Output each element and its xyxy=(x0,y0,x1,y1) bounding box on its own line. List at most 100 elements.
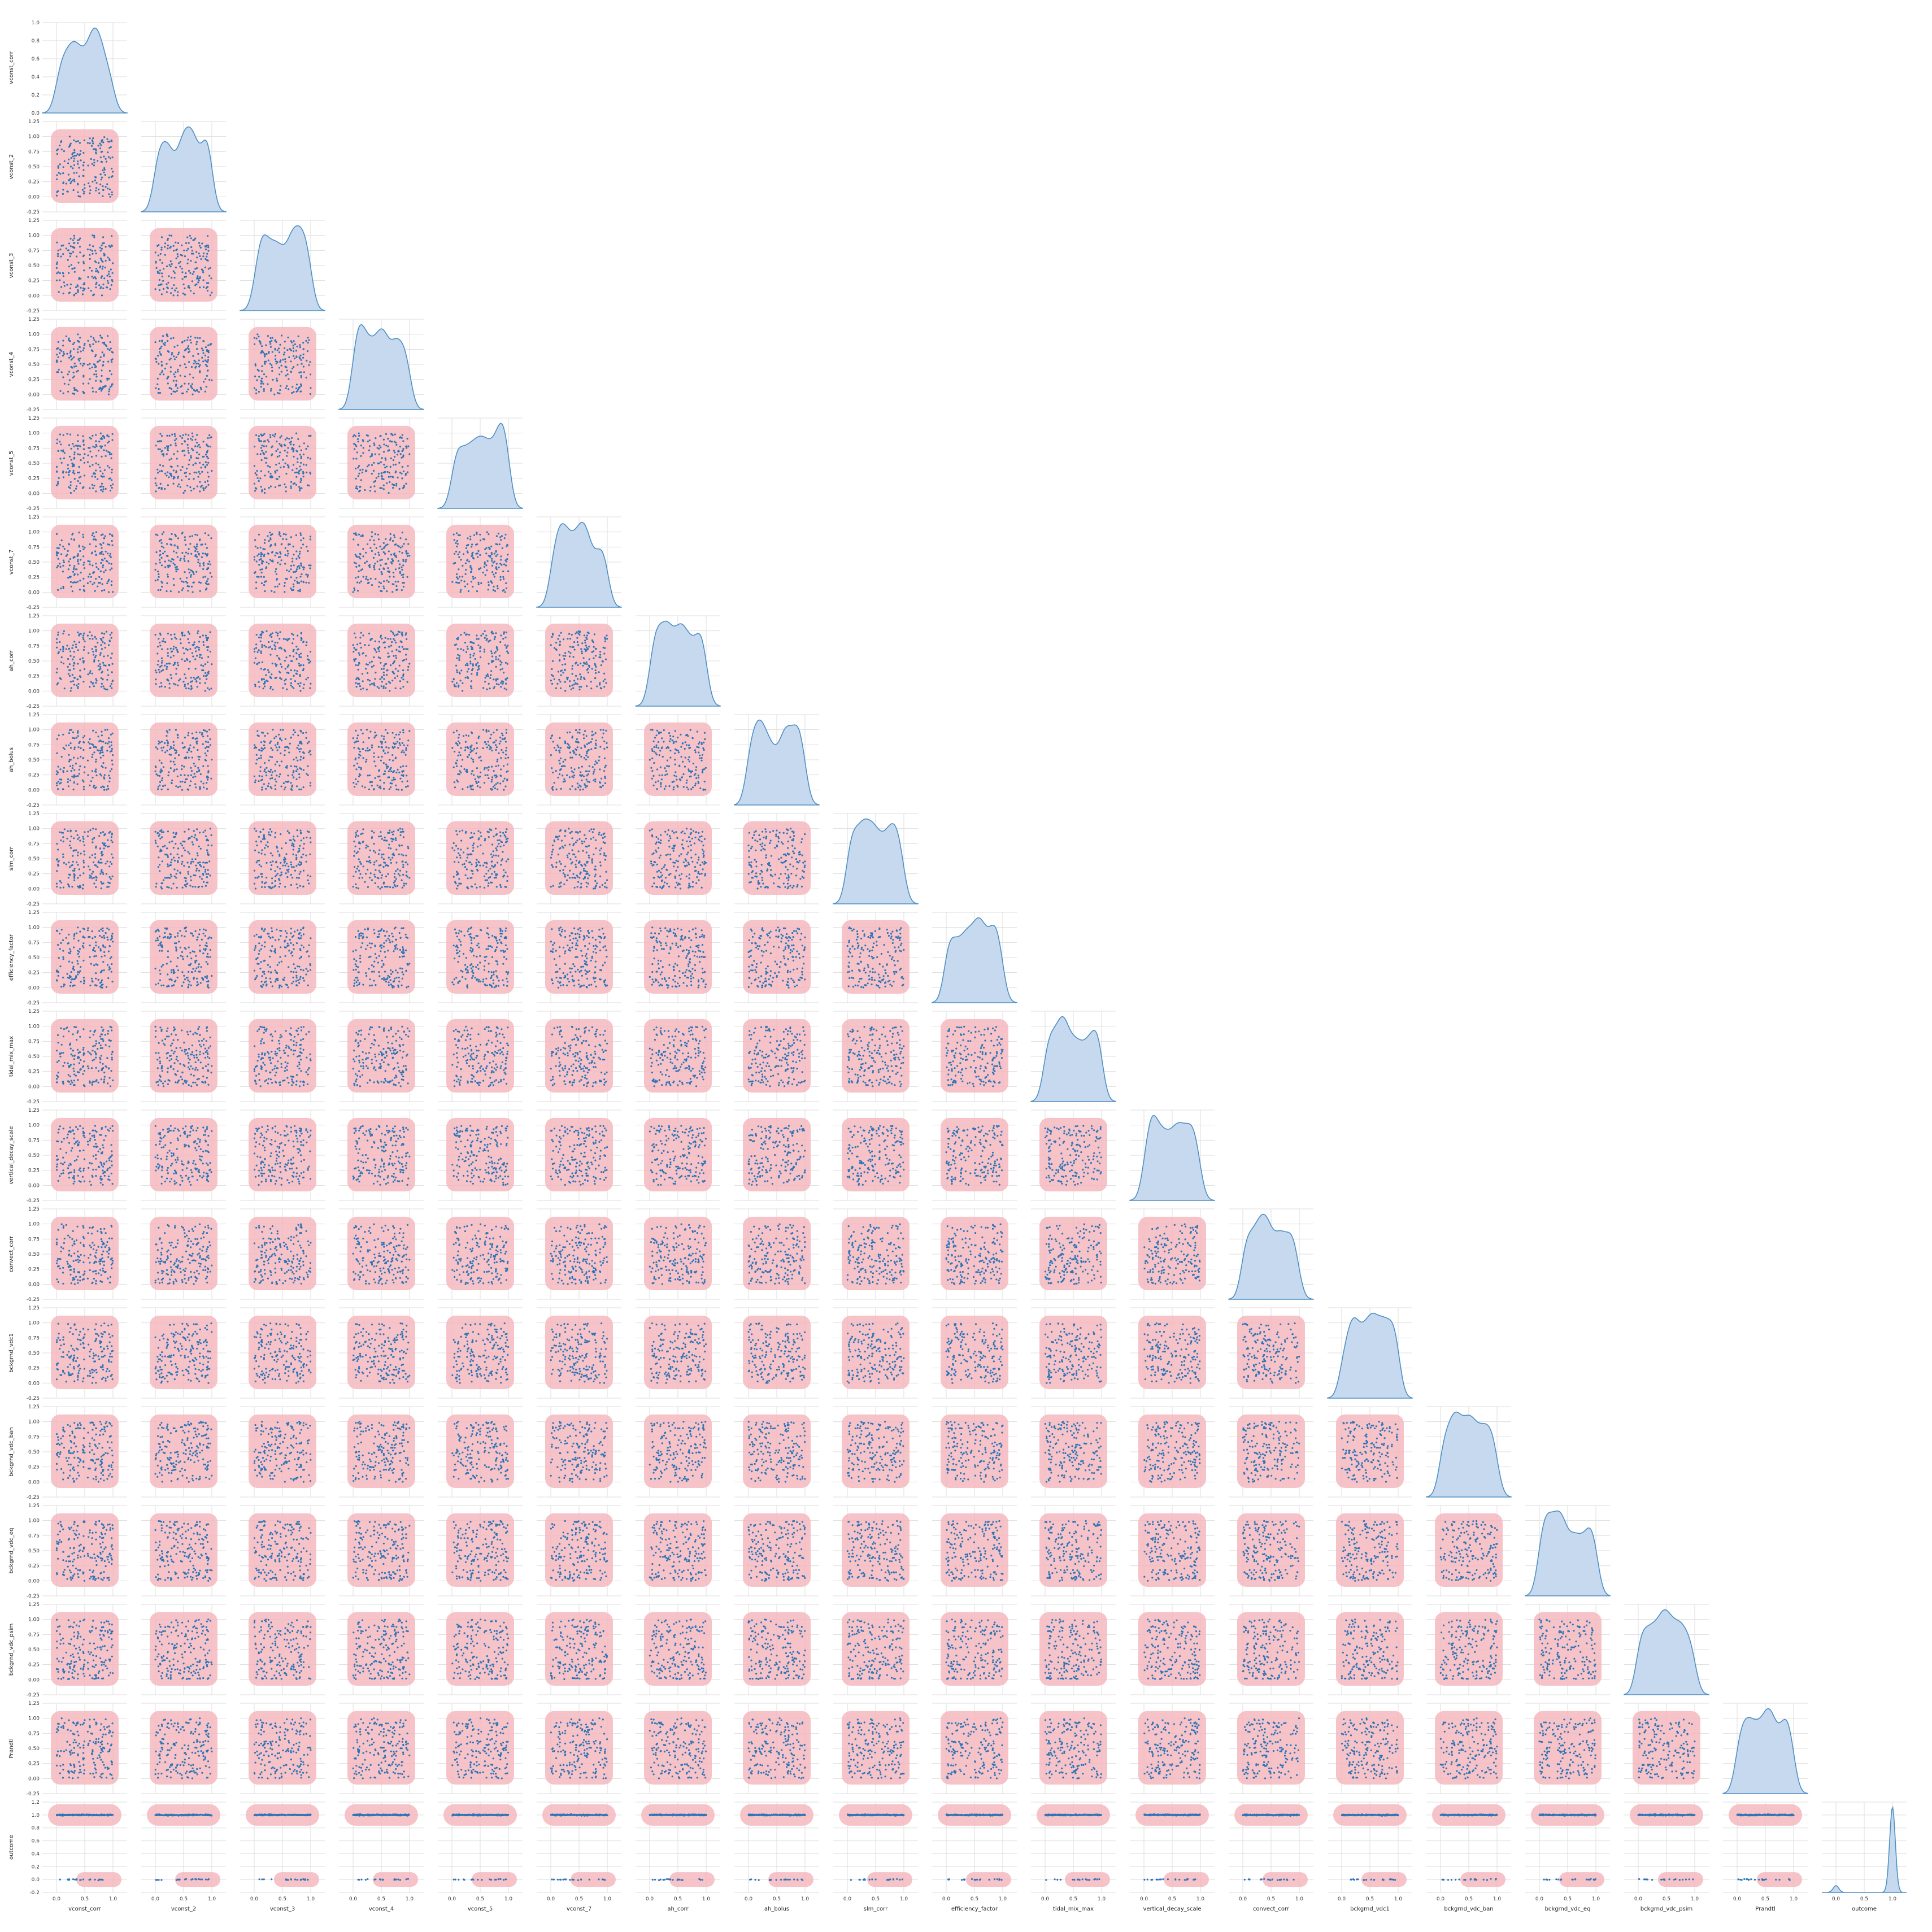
scatter-points xyxy=(1638,1717,1696,1779)
panel-bckgrnd_vdc_ban-vs-vconst_2 xyxy=(141,1406,226,1498)
scatter-points xyxy=(846,1520,905,1582)
y-tick-label: 0.75 xyxy=(28,248,40,254)
x-tick-label: 1.0 xyxy=(801,1896,810,1902)
kde-contour xyxy=(545,920,613,994)
scatter-points xyxy=(55,1717,114,1779)
panel-bckgrnd_vdc_psim-vs-vconst_7 xyxy=(537,1604,621,1695)
y-tick-label: 1.25 xyxy=(28,613,40,619)
x-tick-label: 1.0 xyxy=(307,1896,315,1902)
kde-contour xyxy=(1237,1414,1305,1488)
y-tick-label: 1.00 xyxy=(28,1123,40,1129)
panel-bckgrnd_vdc_psim-vs-bckgrnd_vdc1 xyxy=(1328,1604,1412,1695)
kde-contour xyxy=(545,1117,613,1191)
panel-bckgrnd_vdc_psim-vs-vconst_3 xyxy=(240,1604,325,1695)
panel-bckgrnd_vdc_eq-vs-convect_corr xyxy=(1229,1505,1313,1596)
panel-bckgrnd_vdc1-vs-vconst_7 xyxy=(537,1307,621,1399)
x-tick-label: 0.5 xyxy=(81,1896,89,1902)
kde-contour xyxy=(941,1711,1008,1785)
panel-ah_corr-vs-ah_corr xyxy=(635,615,721,707)
kde-contour xyxy=(150,524,217,598)
kde-diagonal-vertical_decay_scale xyxy=(1129,1115,1215,1201)
panel-tidal_mix_max-vs-slm_corr xyxy=(833,1011,918,1102)
kde-diagonal-vconst_4 xyxy=(338,324,424,410)
kde-contour xyxy=(1039,1315,1107,1389)
scatter-points xyxy=(1143,1421,1201,1483)
scatter-points xyxy=(945,1618,1004,1680)
panel-efficiency_factor-vs-ah_bolus xyxy=(734,912,819,1003)
x-tick-label: 0.0 xyxy=(448,1896,456,1902)
panel-ah_corr-vs-vconst_7 xyxy=(537,615,621,707)
panel-vertical_decay_scale-vs-vconst_corr: -0.25 0.00 0.25 0.50 0.75 1.00 1.25 vertical_de… xyxy=(8,1108,127,1204)
x-axis-label-ah_bolus: ah_bolus xyxy=(764,1906,789,1912)
x-tick-label: 0.0 xyxy=(1338,1896,1346,1902)
y-tick-label: 0.25 xyxy=(28,1761,40,1767)
scatter-points xyxy=(451,531,510,593)
panel-efficiency_factor-vs-slm_corr xyxy=(833,912,918,1003)
y-tick-label: 0.00 xyxy=(28,491,40,497)
y-tick-label: 0.00 xyxy=(28,985,40,991)
y-tick-label: 0.25 xyxy=(28,1366,40,1372)
scatter-points xyxy=(55,926,114,989)
y-tick-label: 0.50 xyxy=(28,1450,40,1455)
panel-ah_corr-vs-vconst_2 xyxy=(141,615,226,707)
panel-bckgrnd_vdc_ban-vs-bckgrnd_vdc_ban xyxy=(1426,1406,1512,1498)
x-tick-label: 0.5 xyxy=(674,1896,682,1902)
y-tick-label: 0.50 xyxy=(28,1351,40,1356)
y-tick-label: 0.75 xyxy=(28,742,40,748)
y-tick-label: 0.25 xyxy=(28,377,40,383)
y-tick-label: 0.4 xyxy=(32,1851,40,1857)
kde-diagonal-vconst_2 xyxy=(141,126,227,212)
panel-tidal_mix_max-vs-ah_bolus xyxy=(734,1011,819,1102)
panel-vertical_decay_scale-vs-vconst_2 xyxy=(141,1109,226,1201)
x-axis-label-tidal_mix_max: tidal_mix_max xyxy=(1053,1906,1094,1912)
y-tick-label: 0.50 xyxy=(28,1252,40,1257)
x-tick-label: 1.0 xyxy=(1295,1896,1304,1902)
scatter-points xyxy=(55,1322,114,1384)
scatter-points xyxy=(846,1717,905,1779)
kde-contour xyxy=(545,1414,613,1488)
panel-bckgrnd_vdc_ban-vs-tidal_mix_max xyxy=(1031,1406,1116,1498)
kde-contour xyxy=(51,821,119,895)
kde-contour xyxy=(941,1117,1008,1191)
x-tick-label: 1.0 xyxy=(406,1896,414,1902)
kde-diagonal-slm_corr xyxy=(833,818,919,904)
panel-vconst_5-vs-vconst_corr: -0.25 0.00 0.25 0.50 0.75 1.00 1.25 vconst_5 xyxy=(8,416,127,512)
panel-vertical_decay_scale-vs-efficiency_factor xyxy=(932,1109,1017,1201)
scatter-points xyxy=(154,926,213,989)
scatter-points xyxy=(1044,1421,1102,1483)
scatter-points xyxy=(253,1618,312,1680)
kde-diagonal-bckgrnd_vdc1 xyxy=(1327,1312,1413,1399)
panel-bckgrnd_vdc_psim-vs-convect_corr xyxy=(1229,1604,1313,1695)
panel-bckgrnd_vdc1-vs-ah_corr xyxy=(636,1307,720,1399)
y-tick-label: -0.25 xyxy=(27,605,40,611)
panel-vconst_5-vs-vconst_3 xyxy=(240,417,325,509)
scatter-points xyxy=(1341,1618,1399,1680)
scatter-points xyxy=(55,1618,114,1680)
scatter-points xyxy=(352,630,411,692)
panel-vconst_7-vs-vconst_5 xyxy=(438,516,523,608)
panel-convect_corr-vs-vconst_corr: -0.25 0.00 0.25 0.50 0.75 1.00 1.25 convect_cor… xyxy=(8,1207,127,1303)
panel-convect_corr-vs-convect_corr xyxy=(1228,1208,1314,1300)
panel-outcome-vs-vconst_3: 0.0 0.5 1.0 vconst_3 xyxy=(240,1802,325,1912)
y-tick-label: 0.00 xyxy=(28,590,40,595)
panel-vconst_7-vs-vconst_3 xyxy=(240,516,325,608)
kde-contour xyxy=(347,920,415,994)
scatter-points xyxy=(451,926,510,989)
scatter-points xyxy=(55,432,114,494)
kde-diagonal-ah_corr xyxy=(635,620,721,707)
scatter-points xyxy=(649,1223,707,1285)
kde-contour xyxy=(150,327,217,401)
scatter-points xyxy=(747,1813,806,1881)
y-tick-label: 0.75 xyxy=(28,1632,40,1638)
scatter-points xyxy=(253,926,312,989)
y-tick-label: 0.25 xyxy=(28,1465,40,1470)
panel-bckgrnd_vdc_eq-vs-bckgrnd_vdc_eq xyxy=(1525,1505,1611,1596)
x-axis-label-bckgrnd_vdc_psim: bckgrnd_vdc_psim xyxy=(1641,1906,1692,1912)
y-tick-label: 0.50 xyxy=(28,1647,40,1653)
x-axis-label-vconst_7: vconst_7 xyxy=(567,1906,591,1912)
panel-bckgrnd_vdc_psim-vs-vconst_2 xyxy=(141,1604,226,1695)
x-tick-label: 0.0 xyxy=(1733,1896,1742,1902)
panel-ah_corr-vs-vconst_corr: -0.25 0.00 0.25 0.50 0.75 1.00 1.25 ah_corr xyxy=(8,613,127,710)
y-tick-label: 0.00 xyxy=(28,392,40,398)
scatter-points xyxy=(1439,1717,1498,1779)
